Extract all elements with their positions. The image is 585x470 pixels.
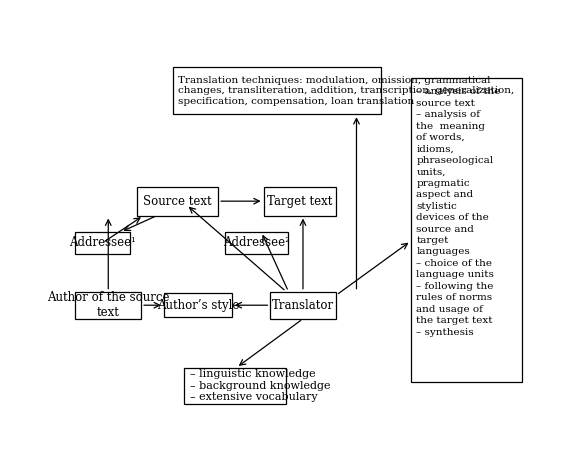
Text: Author’s style: Author’s style	[157, 299, 239, 312]
FancyBboxPatch shape	[75, 232, 130, 254]
FancyBboxPatch shape	[270, 291, 336, 319]
Text: Translation techniques: modulation, omission, grammatical
changes, transliterati: Translation techniques: modulation, omis…	[178, 76, 515, 106]
Text: – analysis of the
source text
– analysis of
the  meaning
of words,
idioms,
phras: – analysis of the source text – analysis…	[417, 87, 501, 337]
Text: Target text: Target text	[267, 195, 332, 208]
FancyBboxPatch shape	[263, 187, 336, 216]
FancyBboxPatch shape	[136, 187, 218, 216]
FancyBboxPatch shape	[173, 67, 381, 114]
FancyBboxPatch shape	[225, 232, 288, 254]
FancyBboxPatch shape	[75, 291, 141, 319]
FancyBboxPatch shape	[411, 78, 522, 382]
Text: Translator: Translator	[272, 299, 334, 312]
Text: – linguistic knowledge
– background knowledge
– extensive vocabulary: – linguistic knowledge – background know…	[190, 369, 330, 402]
FancyBboxPatch shape	[184, 368, 286, 404]
Text: Source text: Source text	[143, 195, 212, 208]
Text: Author of the source
text: Author of the source text	[47, 291, 170, 319]
FancyBboxPatch shape	[164, 293, 232, 317]
Text: Addressee²: Addressee²	[223, 236, 290, 249]
Text: Addressee¹: Addressee¹	[69, 236, 136, 249]
